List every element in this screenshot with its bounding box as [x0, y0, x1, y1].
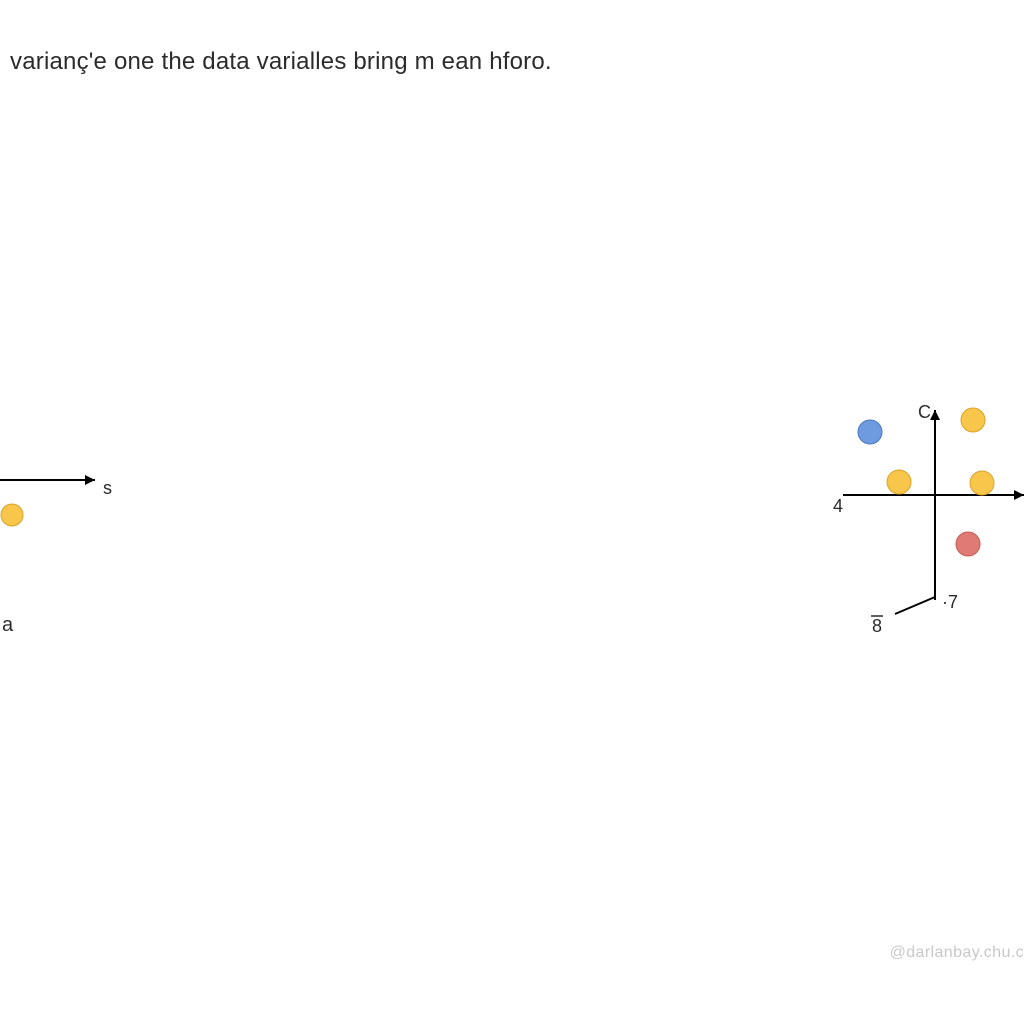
right-tick-label-0: ·7 [942, 592, 958, 612]
right-point-0 [858, 420, 882, 444]
right-tick-label-1: 8 [872, 616, 882, 636]
right-point-3 [970, 471, 994, 495]
right-scatter: 4 C ·7 8 [0, 0, 1024, 700]
right-x-left-label: 4 [833, 496, 843, 516]
right-y-top-label: C [918, 402, 931, 422]
watermark-text: @darlanbay.chu.c [890, 944, 1024, 962]
right-point-1 [961, 408, 985, 432]
right-point-4 [956, 532, 980, 556]
right-point-2 [887, 470, 911, 494]
